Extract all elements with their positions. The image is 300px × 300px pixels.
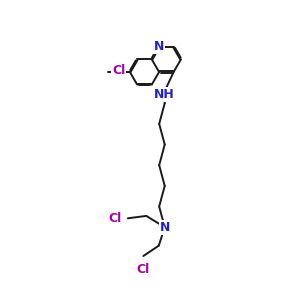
Text: Cl: Cl bbox=[108, 212, 121, 225]
Text: Cl: Cl bbox=[137, 262, 150, 276]
Text: NH: NH bbox=[154, 88, 174, 101]
Text: N: N bbox=[160, 221, 170, 234]
Text: Cl: Cl bbox=[112, 64, 125, 77]
Text: N: N bbox=[154, 40, 164, 53]
